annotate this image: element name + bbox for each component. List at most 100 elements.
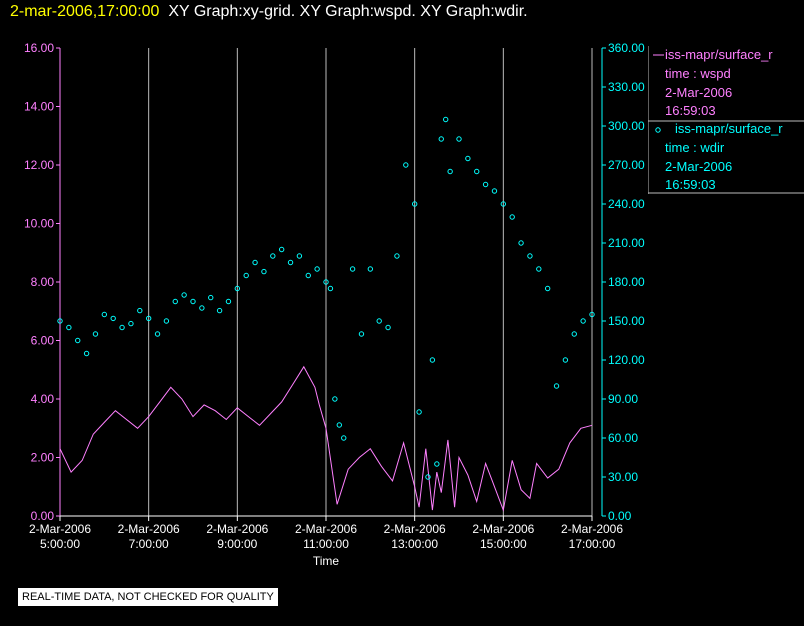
x-tick-label: 2-Mar-2006 <box>472 522 534 536</box>
wdir-point <box>252 259 258 266</box>
wdir-point <box>101 311 108 318</box>
wdir-point <box>411 201 418 207</box>
right-tick-label: 240.00 <box>608 197 645 211</box>
x-tick-label: 2-Mar-2006 <box>29 522 91 536</box>
wdir-point <box>443 116 449 123</box>
wdir-point <box>456 136 462 142</box>
wdir-point <box>425 474 431 480</box>
wdir-point <box>376 318 382 324</box>
wspd-line <box>59 365 593 512</box>
wdir-point <box>66 324 72 331</box>
wdir-point <box>110 315 116 322</box>
x-tick-label: 2-Mar-2006 <box>384 522 446 536</box>
right-tick-label: 0.00 <box>608 509 632 523</box>
wdir-point <box>287 259 294 266</box>
right-tick-label: 150.00 <box>608 314 645 328</box>
wdir-point <box>181 292 187 298</box>
chart-header: 2-mar-2006,17:00:00 XY Graph:xy-grid. XY… <box>10 3 528 21</box>
x-tick-label: 7:00:00 <box>129 537 169 551</box>
left-tick-label: 8.00 <box>31 275 55 289</box>
chart-series <box>57 116 595 512</box>
right-tick-label: 120.00 <box>608 353 645 367</box>
right-tick-label: 300.00 <box>608 119 645 133</box>
wdir-point <box>385 324 391 331</box>
legend-wspd-time: 16:59:03 <box>665 103 716 118</box>
wdir-point <box>190 298 196 305</box>
wdir-point <box>270 253 276 259</box>
chart-legend: iss-mapr/surface_r time : wspd 2-Mar-200… <box>648 46 804 194</box>
wdir-point <box>491 188 498 194</box>
vertical-grid <box>148 48 593 516</box>
legend-wdir-label: iss-mapr/surface_r <box>675 121 783 136</box>
legend-wdir-time: 16:59:03 <box>665 177 716 192</box>
chart-axes: 0.00 2.00 4.00 6.00 8.00 10.00 12.00 14.00 16.00… <box>24 41 645 568</box>
x-tick-label: 2-Mar-2006 <box>206 522 268 536</box>
wdir-point <box>128 320 134 327</box>
wdir-point <box>509 214 515 220</box>
wdir-point <box>544 285 551 292</box>
wdir-point <box>589 311 595 318</box>
left-tick-label: 14.00 <box>24 100 54 114</box>
wdir-point <box>571 331 577 337</box>
wdir-point <box>447 168 453 175</box>
wdir-point <box>349 266 356 272</box>
wdir-point <box>394 253 400 259</box>
wdir-point <box>553 383 560 389</box>
wdir-point <box>474 168 480 175</box>
x-tick-label: 17:00:00 <box>569 537 616 551</box>
wdir-point <box>216 307 223 314</box>
legend-wdir-line2: time : wdir <box>665 140 725 155</box>
legend-wdir-point-icon <box>655 127 661 133</box>
wdir-point <box>465 155 471 162</box>
x-tick-label: 2-Mar-2006 <box>561 522 623 536</box>
wdir-point <box>305 272 311 279</box>
wdir-point <box>562 357 569 363</box>
wdir-point <box>341 435 347 441</box>
wdir-point <box>243 272 249 279</box>
x-tick-label: 9:00:00 <box>217 537 257 551</box>
right-tick-label: 270.00 <box>608 158 645 172</box>
legend-wspd-label: iss-mapr/surface_r <box>665 47 773 62</box>
wdir-point <box>358 331 365 337</box>
wdir-point <box>482 181 489 188</box>
wdir-point <box>536 266 542 272</box>
wdir-point <box>83 350 90 357</box>
wdir-point <box>234 285 241 292</box>
x-tick-label: 2-Mar-2006 <box>295 522 357 536</box>
quality-notice: REAL-TIME DATA, NOT CHECKED FOR QUALITY <box>18 588 278 606</box>
wdir-point <box>261 268 267 275</box>
left-tick-label: 10.00 <box>24 217 54 231</box>
right-tick-label: 90.00 <box>608 392 638 406</box>
right-tick-label: 330.00 <box>608 80 645 94</box>
x-tick-label: 2-Mar-2006 <box>118 522 180 536</box>
wdir-point <box>434 461 440 467</box>
wdir-point <box>500 201 507 207</box>
wdir-point <box>314 266 320 272</box>
wdir-point <box>163 318 170 324</box>
wdir-point <box>296 253 303 259</box>
wdir-point <box>278 246 285 253</box>
left-tick-label: 2.00 <box>31 451 55 465</box>
wdir-point <box>367 266 374 272</box>
wdir-point <box>580 318 586 324</box>
x-tick-label: 11:00:00 <box>303 537 349 551</box>
wdir-point <box>327 285 334 292</box>
wdir-point <box>154 331 161 337</box>
wdir-point <box>172 298 178 305</box>
left-tick-label: 6.00 <box>31 334 55 348</box>
wdir-point <box>75 337 81 344</box>
wdir-point <box>518 240 524 246</box>
left-tick-label: 12.00 <box>24 158 54 172</box>
legend-wdir-date: 2-Mar-2006 <box>665 159 733 174</box>
wdir-point <box>416 409 422 415</box>
left-tick-label: 16.00 <box>24 41 54 55</box>
legend-wspd-line2: time : wspd <box>665 66 731 81</box>
header-timestamp: 2-mar-2006,17:00:00 <box>10 3 160 20</box>
wdir-point <box>225 298 232 305</box>
left-tick-label: 4.00 <box>31 392 55 406</box>
header-graph-titles: XY Graph:xy-grid. XY Graph:wspd. XY Grap… <box>168 3 528 20</box>
legend-wspd-date: 2-Mar-2006 <box>665 85 733 100</box>
wdir-point <box>92 331 99 337</box>
wdir-point <box>336 422 342 428</box>
